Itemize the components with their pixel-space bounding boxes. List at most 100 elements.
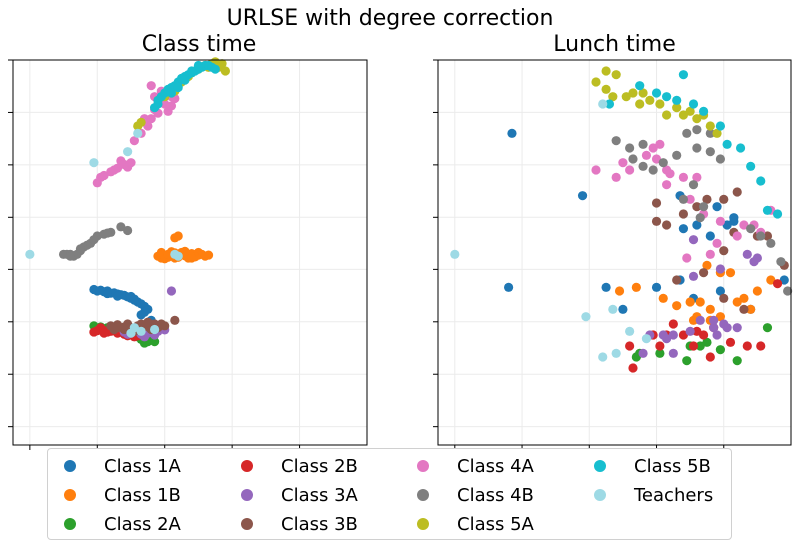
- data-point: [598, 99, 608, 109]
- data-point: [611, 348, 621, 358]
- data-point: [665, 169, 675, 179]
- legend-item-class-1b: Class 1B: [48, 483, 181, 507]
- data-point: [180, 246, 190, 256]
- data-point: [651, 282, 662, 292]
- legend-label: Class 2A: [104, 513, 181, 535]
- legend-label: Class 3B: [281, 513, 358, 535]
- data-point: [106, 167, 116, 177]
- data-point: [756, 231, 766, 241]
- legend-marker: [417, 489, 429, 501]
- data-point: [692, 220, 702, 230]
- data-point: [170, 315, 180, 325]
- data-point: [143, 121, 153, 131]
- data-point: [756, 176, 766, 186]
- data-point: [220, 66, 230, 76]
- data-point: [645, 95, 655, 105]
- data-point: [450, 249, 460, 259]
- legend-label: Class 4B: [457, 484, 534, 506]
- data-point: [621, 92, 631, 102]
- data-point: [126, 158, 136, 168]
- data-point: [577, 191, 588, 201]
- data-point: [766, 275, 776, 285]
- data-point: [614, 286, 625, 296]
- data-point: [725, 268, 736, 278]
- data-point: [136, 117, 146, 127]
- data-point: [672, 95, 682, 105]
- axes-frame: [437, 59, 792, 446]
- data-point: [732, 187, 742, 197]
- data-point: [611, 70, 621, 80]
- legend-item-class-2a: Class 2A: [48, 512, 181, 536]
- data-point: [732, 231, 742, 241]
- data-point: [698, 268, 709, 278]
- data-point: [116, 222, 126, 232]
- data-point: [685, 106, 695, 116]
- data-point: [672, 150, 682, 160]
- data-point: [715, 154, 726, 164]
- data-point: [695, 315, 705, 325]
- data-point: [698, 202, 709, 212]
- data-point: [129, 136, 139, 146]
- data-point: [99, 328, 109, 338]
- data-point: [658, 293, 668, 303]
- data-point: [638, 348, 648, 358]
- legend-label: Class 1B: [104, 484, 181, 506]
- data-point: [678, 194, 689, 204]
- data-point: [203, 250, 214, 260]
- data-point: [678, 224, 689, 234]
- data-point: [75, 244, 86, 254]
- axes-frame: [12, 59, 368, 446]
- data-point: [712, 128, 722, 138]
- data-point: [685, 326, 695, 336]
- data-point: [641, 150, 652, 160]
- data-point: [668, 319, 678, 329]
- data-point: [762, 323, 773, 333]
- data-point: [732, 323, 742, 333]
- data-point: [705, 147, 715, 157]
- legend-item-class-4b: Class 4B: [401, 483, 534, 507]
- data-point: [163, 249, 173, 259]
- data-point: [628, 88, 638, 98]
- legend-item-class-5a: Class 5A: [401, 512, 534, 536]
- data-point: [625, 341, 635, 351]
- data-point: [146, 114, 156, 124]
- data-point: [685, 194, 695, 204]
- data-point: [772, 279, 783, 289]
- data-point: [705, 352, 715, 362]
- data-point: [628, 363, 638, 373]
- data-point: [591, 165, 601, 175]
- data-point: [732, 356, 742, 366]
- data-point: [705, 249, 715, 259]
- data-point: [688, 99, 699, 109]
- data-point: [698, 106, 709, 116]
- data-point: [112, 163, 123, 173]
- data-point: [695, 213, 705, 223]
- data-point: [102, 228, 112, 238]
- data-point: [702, 194, 712, 204]
- data-point: [752, 286, 762, 296]
- data-point: [692, 326, 702, 336]
- data-point: [668, 348, 678, 358]
- data-point: [112, 291, 123, 301]
- data-point: [638, 161, 648, 171]
- legend-item-class-3a: Class 3A: [225, 483, 358, 507]
- data-point: [735, 143, 746, 153]
- legend-marker: [241, 489, 253, 501]
- data-point: [136, 326, 146, 336]
- data-point: [662, 110, 672, 120]
- data-point: [173, 231, 183, 241]
- data-point: [635, 81, 645, 91]
- data-point: [746, 304, 756, 314]
- data-point: [729, 213, 739, 223]
- legend-label: Teachers: [634, 484, 714, 506]
- data-point: [187, 253, 197, 263]
- data-point: [722, 323, 732, 333]
- data-point: [692, 202, 702, 212]
- data-point: [123, 225, 133, 236]
- legend-marker: [64, 518, 76, 530]
- data-point: [678, 209, 689, 219]
- data-point: [688, 341, 699, 351]
- data-point: [166, 101, 177, 111]
- data-point: [762, 205, 773, 215]
